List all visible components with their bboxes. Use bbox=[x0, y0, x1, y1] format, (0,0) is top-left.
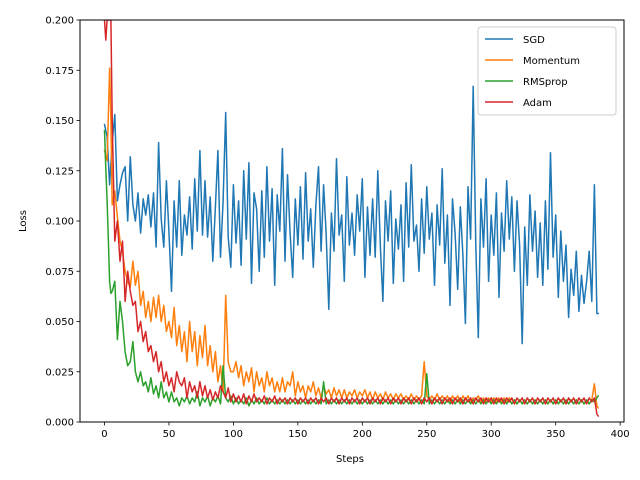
x-axis-label: Steps bbox=[336, 454, 364, 465]
y-tick-label: 0.200 bbox=[45, 16, 74, 27]
x-tick-label: 200 bbox=[353, 429, 372, 440]
series-line-adam bbox=[103, 20, 600, 418]
series-line-sgd bbox=[103, 85, 599, 345]
legend: SGD Momentum RMSprop Adam bbox=[477, 26, 617, 116]
y-tick-label: 0.050 bbox=[45, 317, 74, 328]
legend-label-sgd: SGD bbox=[523, 35, 545, 46]
y-tick-label: 0.100 bbox=[45, 217, 74, 228]
legend-label-momentum: Momentum bbox=[523, 56, 580, 67]
y-tick-label: 0.150 bbox=[45, 116, 74, 127]
x-tick-label: 150 bbox=[288, 429, 307, 440]
x-axis: 0 50 100 150 200 250 300 350 400 bbox=[101, 422, 630, 440]
x-tick-label: 350 bbox=[546, 429, 565, 440]
y-axis-label: Loss bbox=[18, 210, 29, 232]
legend-label-adam: Adam bbox=[523, 98, 552, 109]
y-tick-label: 0.175 bbox=[45, 66, 74, 77]
y-tick-label: 0.000 bbox=[45, 418, 74, 429]
y-tick-label: 0.075 bbox=[45, 267, 74, 278]
x-tick-label: 0 bbox=[101, 429, 107, 440]
x-tick-label: 100 bbox=[224, 429, 243, 440]
y-axis: 0.000 0.025 0.050 0.075 0.100 0.125 0.150 0.175… bbox=[45, 16, 80, 429]
x-tick-label: 50 bbox=[163, 429, 176, 440]
y-tick-label: 0.125 bbox=[45, 166, 74, 177]
x-tick-label: 250 bbox=[417, 429, 436, 440]
series-layer bbox=[103, 20, 600, 418]
legend-label-rmsprop: RMSprop bbox=[523, 77, 568, 88]
y-tick-label: 0.025 bbox=[45, 367, 74, 378]
x-tick-label: 300 bbox=[482, 429, 501, 440]
legend-box bbox=[477, 26, 617, 116]
x-tick-label: 400 bbox=[611, 429, 630, 440]
